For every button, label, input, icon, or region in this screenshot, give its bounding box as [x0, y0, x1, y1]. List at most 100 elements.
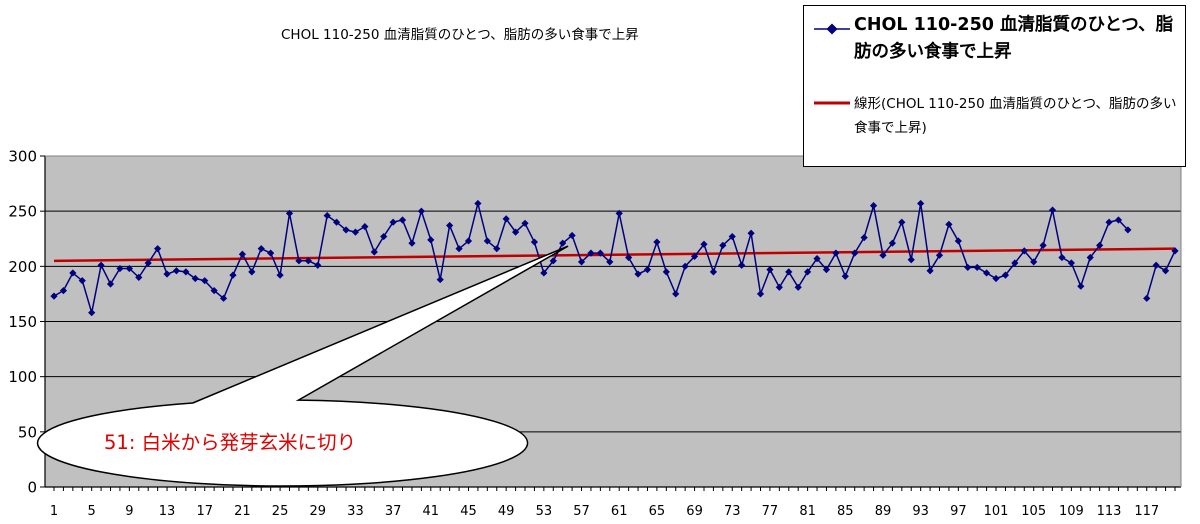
- data-point: [314, 261, 322, 269]
- data-point: [78, 277, 86, 285]
- x-tick-label: 89: [875, 504, 892, 519]
- data-point: [511, 228, 520, 236]
- data-point: [841, 272, 849, 280]
- data-point: [50, 292, 58, 300]
- data-point: [1001, 271, 1010, 279]
- data-point: [408, 239, 416, 247]
- data-point: [634, 270, 642, 278]
- x-tick-label: 17: [196, 504, 213, 519]
- data-point: [116, 264, 124, 273]
- data-point: [304, 257, 312, 265]
- x-tick-label: 21: [234, 504, 251, 519]
- data-point: [370, 248, 378, 256]
- x-tick-label: 85: [837, 504, 854, 519]
- data-point: [869, 202, 878, 210]
- data-point: [728, 232, 736, 241]
- data-point: [756, 290, 765, 298]
- data-point: [606, 258, 614, 266]
- data-point: [540, 269, 548, 277]
- data-point: [483, 237, 491, 245]
- x-tick-label: 1: [50, 504, 58, 519]
- data-point: [154, 245, 162, 253]
- y-tick-label: 0: [27, 479, 37, 497]
- data-point: [351, 228, 360, 236]
- data-point: [804, 268, 812, 276]
- legend-label-trendline: 線形(CHOL 110-250 血清脂質のひとつ、脂肪の多い食事で上昇): [854, 96, 1177, 136]
- data-point: [521, 219, 529, 227]
- data-point: [135, 273, 143, 281]
- x-tick-label: 33: [347, 504, 364, 519]
- data-point: [719, 241, 727, 249]
- data-point: [775, 283, 783, 291]
- data-point: [1161, 267, 1170, 275]
- data-point: [1152, 261, 1160, 269]
- x-tick-label: 97: [950, 504, 967, 519]
- x-tick-label: 29: [309, 504, 326, 519]
- data-point: [1058, 253, 1066, 262]
- data-point: [417, 207, 425, 215]
- data-point: [163, 270, 171, 278]
- data-point: [1048, 206, 1057, 214]
- data-point: [106, 280, 115, 288]
- data-point: [446, 221, 454, 230]
- data-point: [464, 237, 473, 245]
- data-point: [333, 218, 341, 226]
- data-point: [794, 283, 802, 291]
- data-point: [964, 263, 972, 272]
- series-line-segment: [1145, 250, 1176, 299]
- data-point: [502, 215, 510, 223]
- data-point: [653, 238, 661, 246]
- x-tick-label: 117: [1134, 504, 1159, 519]
- data-point: [248, 268, 256, 276]
- x-tick-label: 5: [88, 504, 96, 519]
- data-point: [276, 271, 284, 279]
- data-point: [672, 290, 680, 298]
- data-point: [860, 234, 868, 242]
- data-point: [587, 249, 595, 257]
- data-point: [210, 287, 218, 295]
- y-tick-label: 50: [18, 423, 37, 441]
- y-tick-label: 200: [8, 258, 37, 276]
- chart-title: CHOL 110-250 血清脂質のひとつ、脂肪の多い食事で上昇: [281, 27, 639, 43]
- annotation-text: 51: 白米から発芽玄米に切り: [104, 431, 357, 454]
- x-tick-label: 41: [423, 504, 440, 519]
- data-point: [380, 232, 388, 241]
- x-tick-label: 45: [460, 504, 477, 519]
- x-tick-label: 49: [498, 504, 515, 519]
- data-point: [219, 294, 228, 302]
- y-tick-label: 250: [8, 203, 37, 221]
- y-tick-label: 100: [8, 368, 37, 386]
- data-point: [1030, 258, 1038, 266]
- data-point: [398, 216, 407, 224]
- data-point: [888, 239, 896, 247]
- data-point: [709, 268, 718, 276]
- data-point: [907, 256, 915, 264]
- y-tick-labels: 0 50 100 150 200 250 300: [8, 148, 37, 497]
- data-point: [1171, 247, 1179, 255]
- data-point: [766, 266, 774, 274]
- x-tick-label: 13: [159, 504, 176, 519]
- data-point: [1086, 253, 1094, 262]
- data-point: [427, 236, 435, 244]
- data-point: [681, 262, 689, 270]
- data-point: [898, 218, 906, 226]
- data-point: [785, 268, 793, 276]
- data-point: [813, 255, 821, 263]
- data-point: [549, 257, 557, 265]
- data-point: [1114, 216, 1123, 224]
- data-point: [88, 309, 96, 317]
- data-point: [59, 287, 68, 295]
- data-point: [879, 251, 887, 259]
- data-point: [172, 267, 181, 275]
- data-point: [1020, 247, 1028, 255]
- data-point: [822, 266, 831, 274]
- data-point: [389, 218, 397, 226]
- data-point: [945, 220, 953, 229]
- data-point: [926, 267, 934, 275]
- data-point: [323, 211, 331, 220]
- x-tick-label: 109: [1059, 504, 1084, 519]
- x-tick-label: 53: [536, 504, 553, 519]
- data-point: [342, 226, 350, 234]
- x-tick-label: 37: [385, 504, 402, 519]
- data-point: [144, 259, 152, 267]
